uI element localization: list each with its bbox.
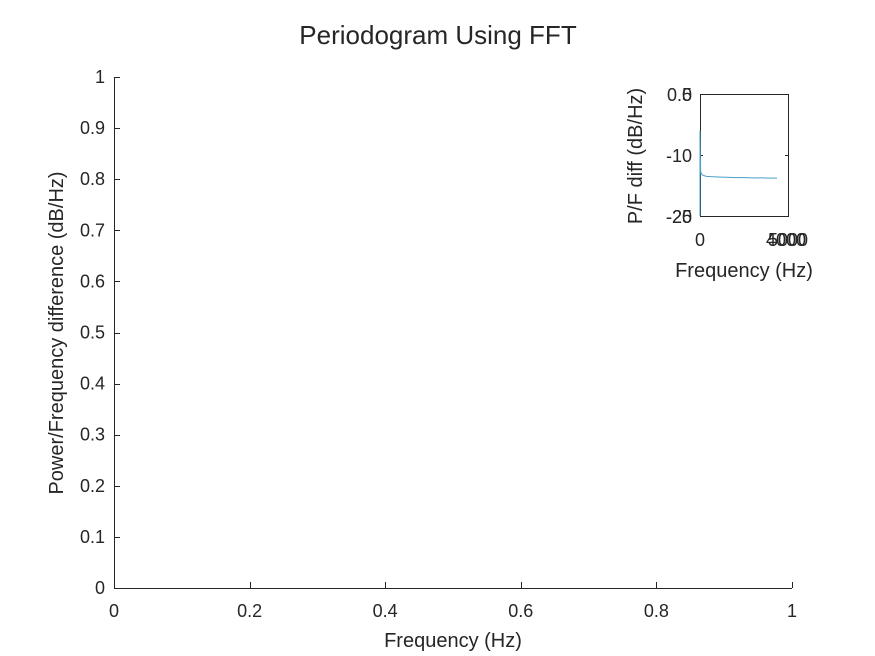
main-y-tick-label: 0.2 bbox=[80, 476, 105, 496]
inset-y-tick-label: -10 bbox=[666, 146, 692, 166]
main-x-tick-label: 0 bbox=[109, 601, 119, 621]
main-x-tick-label: 1 bbox=[787, 601, 797, 621]
main-y-tick-label: 0.5 bbox=[80, 323, 105, 343]
main-ticks: 0 0.2 0.4 0.6 0.8 1 0 0.1 0.2 0.3 0.4 0.5 0.6 0.7 0.8 0… bbox=[80, 67, 797, 621]
inset-axes-box bbox=[700, 94, 789, 217]
inset-y-tick-label: -20 bbox=[666, 207, 692, 227]
inset-x-axis-label: Frequency (Hz) bbox=[675, 260, 813, 282]
inset-series-line bbox=[699, 130, 777, 216]
inset-y-tick-label: 0.5 bbox=[667, 85, 692, 105]
main-y-axis-label: Power/Frequency difference (dB/Hz) bbox=[46, 171, 68, 494]
main-x-tick-label: 0.4 bbox=[373, 601, 398, 621]
main-y-tick-label: 0.1 bbox=[80, 527, 105, 547]
main-y-tick-label: 0 bbox=[95, 578, 105, 598]
main-y-tick-label: 1 bbox=[95, 67, 105, 87]
main-x-tick-label: 0.8 bbox=[644, 601, 669, 621]
main-chart: Periodogram Using FFT Frequency (Hz) Pow… bbox=[46, 20, 797, 652]
main-x-tick-label: 0.6 bbox=[508, 601, 533, 621]
inset-x-tick-label: 5000 bbox=[768, 230, 808, 250]
inset-x-tick-label: 4000 bbox=[766, 230, 806, 250]
main-x-tick-label: 0.2 bbox=[237, 601, 262, 621]
main-y-tick-label: 0.8 bbox=[80, 169, 105, 189]
inset-chart: Frequency (Hz) P/F diff (dB/Hz) 0 4000500… bbox=[625, 85, 813, 282]
chart-title: Periodogram Using FFT bbox=[299, 20, 577, 50]
main-y-tick-label: 0.4 bbox=[80, 374, 105, 394]
main-y-tick-label: 0.7 bbox=[80, 220, 105, 240]
main-y-tick-label: 0.9 bbox=[80, 118, 105, 138]
inset-x-tick-label: 0 bbox=[695, 230, 705, 250]
inset-y-axis-label: P/F diff (dB/Hz) bbox=[625, 88, 647, 224]
main-x-axis-label: Frequency (Hz) bbox=[384, 630, 522, 652]
main-y-tick-label: 0.3 bbox=[80, 425, 105, 445]
inset-y-tick-label: -25 bbox=[666, 207, 692, 227]
inset-y-tick-label: 0 bbox=[682, 85, 692, 105]
main-y-tick-label: 0.6 bbox=[80, 271, 105, 291]
